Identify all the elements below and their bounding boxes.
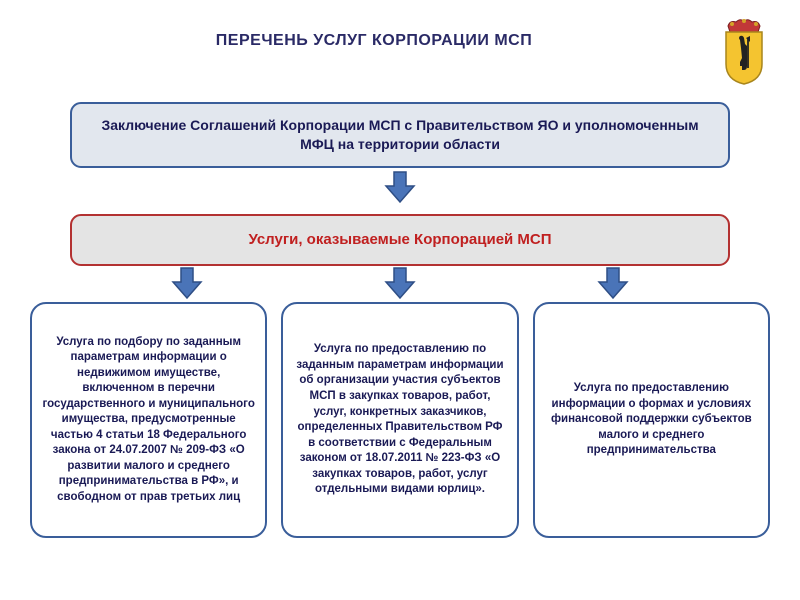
agreement-box: Заключение Соглашений Корпорации МСП с П… [70, 102, 730, 168]
service-card: Услуга по предоставлению информации о фо… [533, 302, 770, 538]
arrow-down-icon [382, 170, 418, 204]
arrow-down-icon [595, 266, 631, 300]
service-card: Услуга по предоставлению по заданным пар… [281, 302, 518, 538]
service-card-text: Услуга по предоставлению информации о фо… [545, 381, 758, 459]
arrow-row-single [0, 170, 800, 204]
arrow-down-icon [169, 266, 205, 300]
arrow-row-triple [0, 266, 800, 300]
page-title: ПЕРЕЧЕНЬ УСЛУГ КОРПОРАЦИИ МСП [30, 18, 718, 50]
services-box: Услуги, оказываемые Корпорацией МСП [70, 214, 730, 266]
region-crest-icon [718, 18, 770, 86]
arrow-down-icon [382, 266, 418, 300]
header: ПЕРЕЧЕНЬ УСЛУГ КОРПОРАЦИИ МСП [0, 0, 800, 92]
service-card: Услуга по подбору по заданным параметрам… [30, 302, 267, 538]
service-card-text: Услуга по подбору по заданным параметрам… [42, 335, 255, 506]
service-cards-row: Услуга по подбору по заданным параметрам… [0, 302, 800, 538]
service-card-text: Услуга по предоставлению по заданным пар… [293, 342, 506, 497]
